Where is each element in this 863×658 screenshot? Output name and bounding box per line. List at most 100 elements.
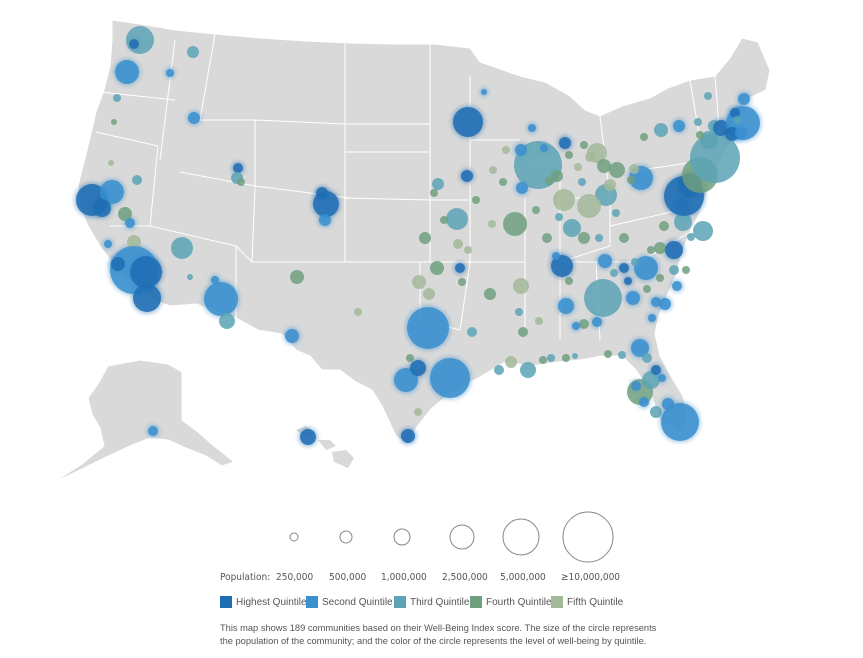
- community-bubble: [516, 182, 528, 194]
- community-bubble: [505, 356, 517, 368]
- community-bubble: [642, 371, 660, 389]
- community-bubble: [694, 118, 702, 126]
- community-bubble: [584, 279, 622, 317]
- population-size-legend: [215, 505, 625, 595]
- community-bubble: [171, 237, 193, 259]
- community-bubble: [472, 196, 480, 204]
- pop-label-250k: 250,000: [276, 572, 314, 583]
- community-bubble: [642, 353, 652, 363]
- community-bubble: [618, 351, 626, 359]
- community-bubble: [592, 317, 602, 327]
- community-bubble: [651, 365, 661, 375]
- community-bubble: [237, 178, 245, 186]
- community-bubble: [406, 354, 414, 362]
- community-bubble: [130, 256, 162, 288]
- community-bubble: [563, 219, 581, 237]
- community-bubble: [650, 406, 662, 418]
- community-bubble: [730, 108, 740, 118]
- swatch-fifth-quintile: [551, 596, 563, 608]
- community-bubble: [580, 141, 588, 149]
- community-bubble: [489, 166, 497, 174]
- community-bubble: [555, 213, 563, 221]
- community-bubble: [595, 234, 603, 242]
- community-bubble: [115, 60, 139, 84]
- community-bubble: [672, 281, 682, 291]
- community-bubble: [118, 207, 132, 221]
- community-bubble: [631, 258, 639, 266]
- community-bubble: [659, 221, 669, 231]
- population-label: Population:: [220, 572, 271, 583]
- community-bubble: [673, 120, 685, 132]
- community-bubble: [481, 89, 487, 95]
- community-bubble: [518, 327, 528, 337]
- community-bubble: [414, 408, 422, 416]
- community-bubble: [612, 209, 620, 217]
- community-bubble: [499, 178, 507, 186]
- community-bubble: [108, 160, 114, 166]
- community-bubble: [558, 298, 574, 314]
- community-bubble: [93, 199, 111, 217]
- community-bubble: [419, 232, 431, 244]
- pop-label-2-5m: 2,500,000: [442, 572, 488, 583]
- community-bubble: [674, 213, 692, 231]
- community-bubble: [132, 175, 142, 185]
- community-bubble: [609, 162, 625, 178]
- community-bubble: [104, 240, 112, 248]
- community-bubble: [432, 178, 444, 190]
- community-bubble: [319, 214, 331, 226]
- community-bubble: [233, 163, 243, 173]
- community-bubble: [654, 123, 668, 137]
- community-bubble: [111, 119, 117, 125]
- community-bubble: [572, 322, 580, 330]
- community-bubble: [562, 354, 570, 362]
- community-bubble: [597, 159, 611, 173]
- community-bubble: [290, 270, 304, 284]
- swatch-fourth-quintile: [470, 596, 482, 608]
- alaska-shape: [53, 359, 236, 483]
- community-bubble: [211, 276, 219, 284]
- swatch-highest-quintile: [220, 596, 232, 608]
- community-bubble: [572, 353, 578, 359]
- pop-label-5m: 5,000,000: [500, 572, 546, 583]
- community-bubble: [604, 350, 612, 358]
- community-bubble: [648, 314, 656, 322]
- community-bubble: [539, 356, 547, 364]
- community-bubble: [528, 124, 536, 132]
- community-bubble: [430, 358, 470, 398]
- community-bubble: [579, 319, 589, 329]
- community-bubble: [502, 146, 510, 154]
- community-bubble: [111, 257, 125, 271]
- community-bubble: [647, 246, 655, 254]
- community-bubble: [515, 144, 527, 156]
- community-bubble: [430, 261, 444, 275]
- community-bubble: [520, 362, 536, 378]
- community-bubble: [551, 255, 573, 277]
- community-bubble: [354, 308, 362, 316]
- community-bubble: [651, 297, 661, 307]
- community-bubble: [126, 26, 154, 54]
- community-bubble: [640, 133, 648, 141]
- legend-label-highest: Highest Quintile: [236, 596, 307, 608]
- legend-item-highest: Highest Quintile: [220, 596, 307, 608]
- community-bubble: [488, 220, 496, 228]
- swatch-third-quintile: [394, 596, 406, 608]
- community-bubble: [693, 221, 713, 241]
- community-bubble: [578, 232, 590, 244]
- legend-label-fifth: Fifth Quintile: [567, 596, 624, 608]
- community-bubble: [553, 189, 575, 211]
- legend-item-fourth: Fourth Quintile: [470, 596, 552, 608]
- community-bubble: [100, 180, 124, 204]
- pop-label-10m: ≥10,000,000: [561, 572, 621, 583]
- community-bubble: [401, 429, 415, 443]
- community-bubble: [610, 269, 618, 277]
- community-bubble: [704, 92, 712, 100]
- community-bubble: [204, 282, 238, 316]
- legend-circle-5m: [502, 518, 540, 556]
- map-description-line-2: the population of the community; and the…: [220, 636, 647, 646]
- community-bubble: [540, 144, 548, 152]
- community-bubble: [665, 241, 683, 259]
- community-bubble: [285, 329, 299, 343]
- legend-circle-250k: [289, 532, 299, 542]
- community-bubble: [687, 233, 695, 241]
- community-bubble: [639, 397, 649, 407]
